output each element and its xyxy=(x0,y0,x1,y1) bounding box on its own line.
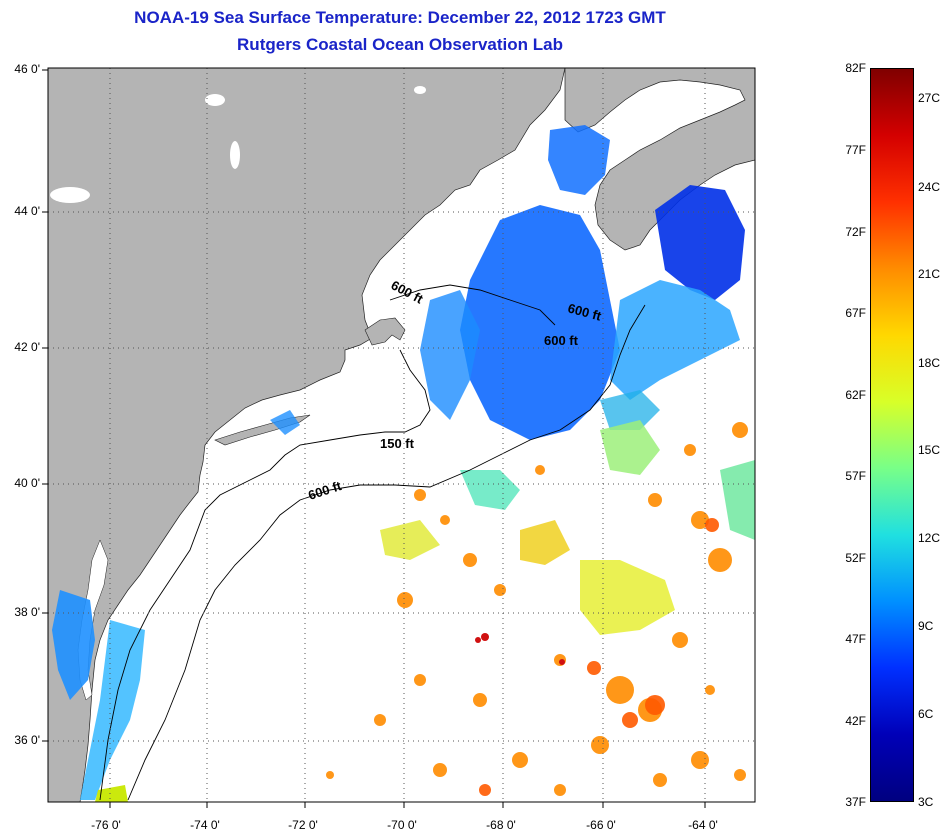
lat-label-46: 46 0' xyxy=(14,62,40,76)
colorbar-c-6: 6C xyxy=(918,707,934,721)
temperature-colorbar xyxy=(870,68,914,802)
colorbar-c-15: 15C xyxy=(918,443,941,457)
lat-label-36: 36 0' xyxy=(14,733,40,747)
colorbar-f-42: 42F xyxy=(845,714,866,728)
colorbar-c-12: 12C xyxy=(918,531,941,545)
colorbar-f-57: 57F xyxy=(845,469,866,483)
contour-label-600ft-c: 600 ft xyxy=(544,333,579,348)
contour-150ft xyxy=(99,349,431,801)
lake-2 xyxy=(230,141,240,169)
us-mainland xyxy=(48,68,566,802)
lon-label-70: -70 0' xyxy=(387,818,417,832)
colorbar-c-24: 24C xyxy=(918,180,941,194)
lon-label-68: -68 0' xyxy=(486,818,516,832)
map-frame-border xyxy=(47,67,756,803)
colorbar-c-21: 21C xyxy=(918,267,941,281)
axis-ticks xyxy=(42,69,706,808)
lake-4 xyxy=(414,86,426,94)
lake-1 xyxy=(205,94,225,106)
lake-3 xyxy=(50,187,90,203)
colorbar-f-52: 52F xyxy=(845,551,866,565)
lat-label-40: 40 0' xyxy=(14,476,40,490)
bathymetry-contours xyxy=(99,284,646,801)
contour-600ft-shelf xyxy=(127,304,646,801)
colorbar-c-3: 3C xyxy=(918,795,934,809)
cape-cod xyxy=(364,317,406,346)
colorbar-f-62: 62F xyxy=(845,388,866,402)
colorbar-f-72: 72F xyxy=(845,225,866,239)
colorbar-c-27: 27C xyxy=(918,91,941,105)
map-title: NOAA-19 Sea Surface Temperature: Decembe… xyxy=(134,8,666,27)
lon-label-66: -66 0' xyxy=(586,818,616,832)
contour-label-150ft: 150 ft xyxy=(380,436,415,451)
colorbar-f-47: 47F xyxy=(845,632,866,646)
map-plot-area: 600 ft 600 ft 600 ft 150 ft 600 ft xyxy=(48,68,755,802)
colorbar-c-18: 18C xyxy=(918,356,941,370)
lat-label-42: 42 0' xyxy=(14,340,40,354)
lat-label-44: 44 0' xyxy=(14,204,40,218)
lat-label-38: 38 0' xyxy=(14,605,40,619)
lon-label-64: -64 0' xyxy=(688,818,718,832)
colorbar-f-77: 77F xyxy=(845,143,866,157)
sst-data xyxy=(52,125,755,802)
colorbar-f-82: 82F xyxy=(845,61,866,75)
lon-label-74: -74 0' xyxy=(190,818,220,832)
lon-label-72: -72 0' xyxy=(288,818,318,832)
colorbar-f-67: 67F xyxy=(845,306,866,320)
map-subtitle: Rutgers Coastal Ocean Observation Lab xyxy=(237,35,563,54)
lon-label-76: -76 0' xyxy=(91,818,121,832)
colorbar-c-9: 9C xyxy=(918,619,934,633)
colorbar-f-37: 37F xyxy=(845,795,866,809)
contour-600ft-gulf xyxy=(389,284,556,326)
